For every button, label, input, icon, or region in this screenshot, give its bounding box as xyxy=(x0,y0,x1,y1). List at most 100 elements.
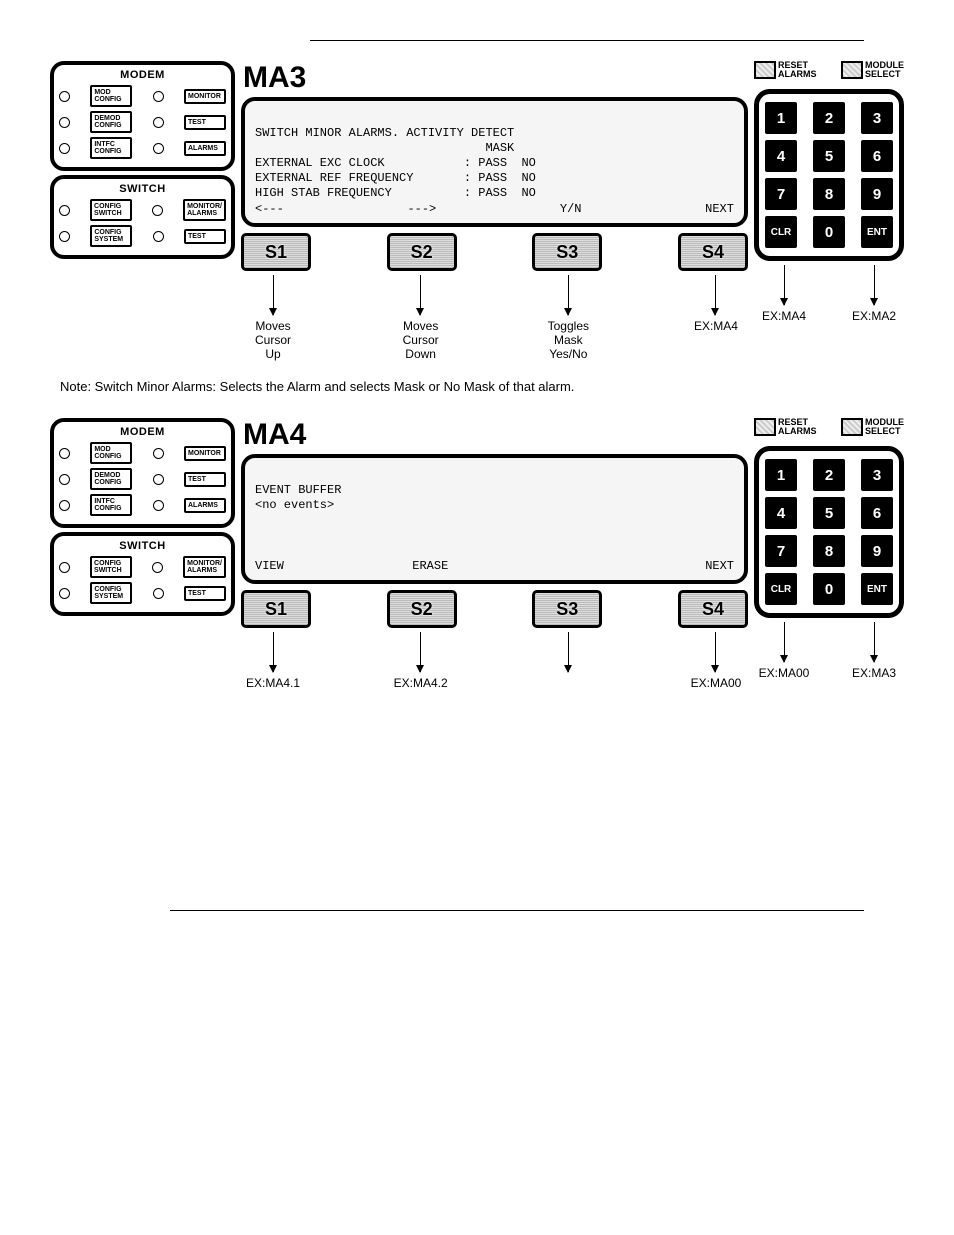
key-8[interactable]: 8 xyxy=(813,178,845,210)
module-select-button[interactable]: MODULE SELECT xyxy=(841,61,904,79)
switch-header: SWITCH xyxy=(57,540,228,552)
ma3-screen: SWITCH MINOR ALARMS. ACTIVITY DETECT MAS… xyxy=(241,97,748,227)
arrow-down-icon xyxy=(568,275,569,315)
button-icon xyxy=(754,61,776,79)
modem-header: MODEM xyxy=(57,69,228,81)
led-icon xyxy=(153,500,164,511)
footer-3: Y/N xyxy=(560,202,582,217)
alarms-button[interactable]: ALARMS xyxy=(184,141,226,156)
mod-config-button[interactable]: MOD CONFIG xyxy=(90,85,132,107)
softkey-s4[interactable]: S4 xyxy=(678,590,748,628)
module-select-button[interactable]: MODULE SELECT xyxy=(841,418,904,436)
footer-next: NEXT xyxy=(705,202,734,217)
led-icon xyxy=(59,91,70,102)
config-switch-button[interactable]: CONFIG SWITCH xyxy=(90,556,132,578)
intfc-config-button[interactable]: INTFC CONFIG xyxy=(90,494,132,516)
arrow-down-icon xyxy=(715,275,716,315)
key-9[interactable]: 9 xyxy=(861,178,893,210)
key-ent[interactable]: ENT xyxy=(861,216,893,248)
right-arrows: EX:MA00 EX:MA3 xyxy=(754,622,904,680)
modem-panel: MODEM MOD CONFIG MONITOR DEMOD CONFIG TEST… xyxy=(50,418,235,528)
arrow-down-icon xyxy=(420,632,421,672)
s1-label: EX:MA4.1 xyxy=(246,676,300,690)
note-text: Note: Switch Minor Alarms: Selects the A… xyxy=(60,379,904,394)
ma4-screen: EVENT BUFFER <no events> VIEW ERASE NEXT xyxy=(241,454,748,584)
test-button-2[interactable]: TEST xyxy=(184,229,226,244)
switch-panel: SWITCH CONFIG SWITCH MONITOR/ ALARMS CONF… xyxy=(50,175,235,259)
led-icon xyxy=(59,448,70,459)
button-icon xyxy=(754,418,776,436)
softkey-s1[interactable]: S1 xyxy=(241,590,311,628)
ma3-title: MA3 xyxy=(243,61,748,95)
config-system-button[interactable]: CONFIG SYSTEM xyxy=(90,582,132,604)
s3-label: Toggles Mask Yes/No xyxy=(548,319,589,361)
footer-erase: ERASE xyxy=(412,559,448,574)
key-5[interactable]: 5 xyxy=(813,140,845,172)
demod-config-button[interactable]: DEMOD CONFIG xyxy=(90,111,132,133)
key-2[interactable]: 2 xyxy=(813,102,845,134)
key-9[interactable]: 9 xyxy=(861,535,893,567)
key-clr[interactable]: CLR xyxy=(765,216,797,248)
test-button[interactable]: TEST xyxy=(184,472,226,487)
s4-label: EX:MA4 xyxy=(694,319,738,333)
monitor-button[interactable]: MONITOR xyxy=(184,446,226,461)
ma4-screen-footer: VIEW ERASE NEXT xyxy=(255,559,734,574)
softkey-s3[interactable]: S3 xyxy=(532,590,602,628)
config-system-button[interactable]: CONFIG SYSTEM xyxy=(90,225,132,247)
modem-panel: MODEM MOD CONFIG MONITOR DEMOD CONFIG TEST… xyxy=(50,61,235,171)
key-3[interactable]: 3 xyxy=(861,102,893,134)
reset-alarms-button[interactable]: RESET ALARMS xyxy=(754,418,817,436)
key-1[interactable]: 1 xyxy=(765,102,797,134)
right-panel: RESET ALARMS MODULE SELECT 123 456 789 C… xyxy=(754,61,904,323)
intfc-config-button[interactable]: INTFC CONFIG xyxy=(90,137,132,159)
key-ent[interactable]: ENT xyxy=(861,573,893,605)
softkey-row: S1 S2 S3 S4 xyxy=(241,590,748,628)
reset-alarms-button[interactable]: RESET ALARMS xyxy=(754,61,817,79)
switch-header: SWITCH xyxy=(57,183,228,195)
key-6[interactable]: 6 xyxy=(861,497,893,529)
demod-config-button[interactable]: DEMOD CONFIG xyxy=(90,468,132,490)
mod-config-button[interactable]: MOD CONFIG xyxy=(90,442,132,464)
key-7[interactable]: 7 xyxy=(765,178,797,210)
led-icon xyxy=(153,91,164,102)
key-6[interactable]: 6 xyxy=(861,140,893,172)
softkey-s1[interactable]: S1 xyxy=(241,233,311,271)
config-switch-button[interactable]: CONFIG SWITCH xyxy=(90,199,132,221)
key-0[interactable]: 0 xyxy=(813,573,845,605)
modem-header: MODEM xyxy=(57,426,228,438)
test-button[interactable]: TEST xyxy=(184,115,226,130)
s2-label: EX:MA4.2 xyxy=(394,676,448,690)
led-icon xyxy=(153,448,164,459)
key-2[interactable]: 2 xyxy=(813,459,845,491)
s4-label: EX:MA00 xyxy=(691,676,742,690)
monitor-button[interactable]: MONITOR xyxy=(184,89,226,104)
softkey-s2[interactable]: S2 xyxy=(387,233,457,271)
monitor-alarms-button[interactable]: MONITOR/ ALARMS xyxy=(183,556,226,578)
key-1[interactable]: 1 xyxy=(765,459,797,491)
modem-switch-panel: MODEM MOD CONFIG MONITOR DEMOD CONFIG TEST… xyxy=(50,61,235,263)
key-7[interactable]: 7 xyxy=(765,535,797,567)
right-label-2: EX:MA3 xyxy=(852,666,896,680)
led-icon xyxy=(59,117,70,128)
key-4[interactable]: 4 xyxy=(765,140,797,172)
ma4-screen-body: EVENT BUFFER <no events> xyxy=(255,483,341,512)
softkey-s3[interactable]: S3 xyxy=(532,233,602,271)
led-icon xyxy=(153,143,164,154)
key-3[interactable]: 3 xyxy=(861,459,893,491)
arrow-down-icon xyxy=(715,632,716,672)
monitor-alarms-button[interactable]: MONITOR/ ALARMS xyxy=(183,199,226,221)
test-button-2[interactable]: TEST xyxy=(184,586,226,601)
softkey-s2[interactable]: S2 xyxy=(387,590,457,628)
key-0[interactable]: 0 xyxy=(813,216,845,248)
key-4[interactable]: 4 xyxy=(765,497,797,529)
arrow-down-icon xyxy=(273,632,274,672)
ma3-screen-body: SWITCH MINOR ALARMS. ACTIVITY DETECT MAS… xyxy=(255,126,536,200)
key-5[interactable]: 5 xyxy=(813,497,845,529)
key-clr[interactable]: CLR xyxy=(765,573,797,605)
alarms-button[interactable]: ALARMS xyxy=(184,498,226,513)
button-icon xyxy=(841,61,863,79)
led-icon xyxy=(59,562,70,573)
softkey-s4[interactable]: S4 xyxy=(678,233,748,271)
key-8[interactable]: 8 xyxy=(813,535,845,567)
ma4-block: MODEM MOD CONFIG MONITOR DEMOD CONFIG TEST… xyxy=(50,418,904,690)
